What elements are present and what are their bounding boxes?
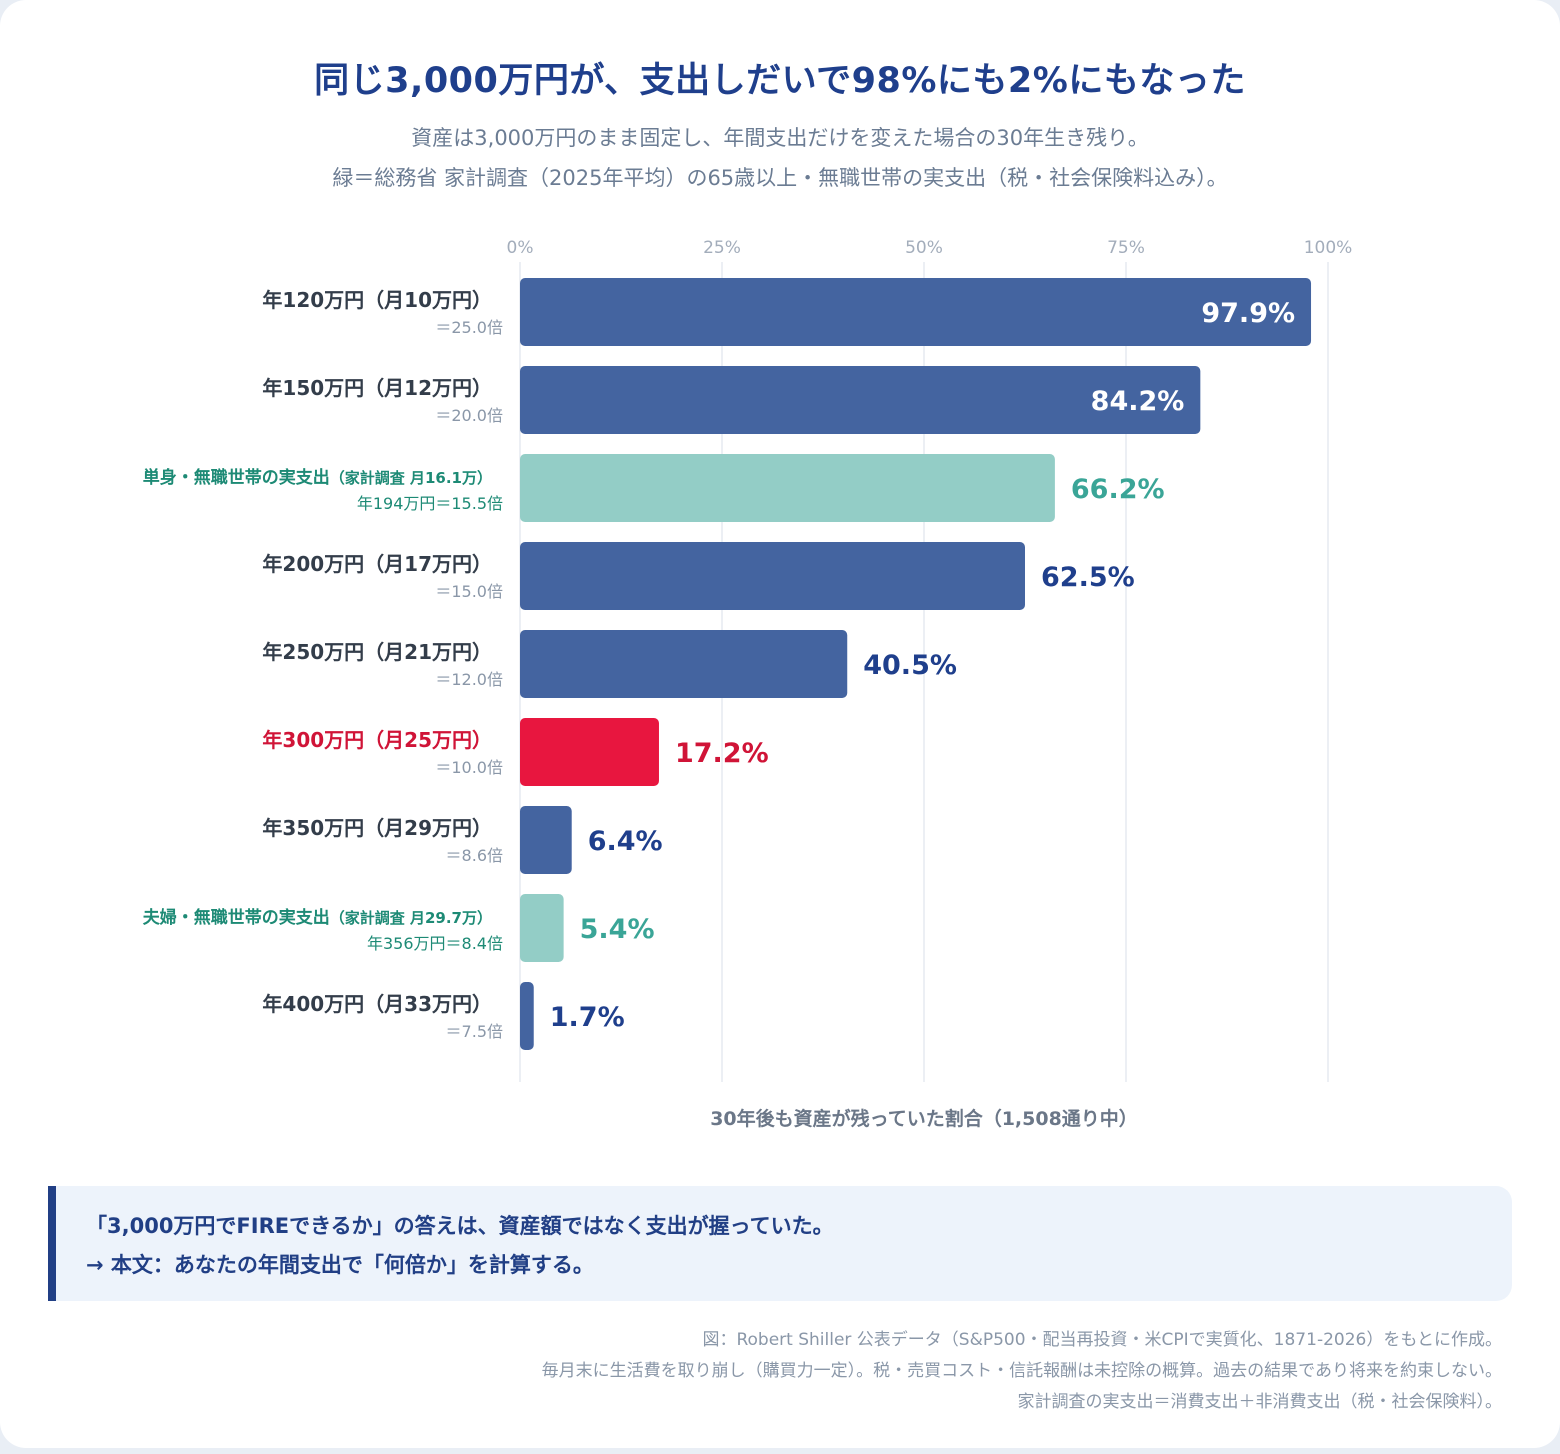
value-label: 17.2% <box>675 738 769 769</box>
category-sub-label: ＝20.0倍 <box>435 406 503 425</box>
bar <box>520 278 1312 346</box>
conclusion-callout: 「3,000万円でFIREできるか」の答えは、資産額ではなく支出が握っていた。 … <box>48 1186 1512 1301</box>
value-label: 84.2% <box>1091 386 1185 417</box>
bar <box>520 366 1201 434</box>
category-label: 年300万円（月25万円） <box>262 728 492 752</box>
category-label: 年350万円（月29万円） <box>262 816 492 840</box>
bar <box>520 718 659 786</box>
category-sub-label: 年356万円＝8.4倍 <box>367 934 503 953</box>
value-label: 1.7% <box>550 1002 625 1033</box>
bar <box>520 454 1055 522</box>
category-sub-label: ＝15.0倍 <box>435 582 503 601</box>
bar-chart: 0% 25% 50% 75% 100% 年120万円（月10万円） ＝25.0倍 97.9% 年… <box>143 238 1353 1130</box>
category-label: 年120万円（月10万円） <box>262 288 492 312</box>
callout-line1: 「3,000万円でFIREできるか」の答えは、資産額ではなく支出が握っていた。 <box>86 1214 834 1238</box>
chart-subtitle-line1: 資産は3,000万円のまま固定し、年間支出だけを変えた場合の30年生き残り。 <box>411 126 1149 150</box>
bar <box>520 806 572 874</box>
category-sub-label: ＝12.0倍 <box>435 670 503 689</box>
bar <box>520 894 564 962</box>
x-tick-label: 25% <box>703 238 741 258</box>
value-label: 40.5% <box>863 650 957 681</box>
category-sub-label: ＝7.5倍 <box>446 1022 503 1041</box>
bar <box>520 542 1025 610</box>
x-tick-label: 100% <box>1304 238 1353 258</box>
category-label: 年200万円（月17万円） <box>262 552 492 576</box>
category-label: 年150万円（月12万円） <box>262 376 492 400</box>
value-label: 66.2% <box>1071 474 1165 505</box>
value-label: 5.4% <box>580 914 655 945</box>
x-tick-label: 75% <box>1107 238 1145 258</box>
footnote-line2: 毎月末に生活費を取り崩し（購買力一定）。税・売買コスト・信託報酬は未控除の概算。… <box>541 1361 1502 1381</box>
footnote-line3: 家計調査の実支出＝消費支出＋非消費支出（税・社会保険料）。 <box>1017 1392 1503 1412</box>
x-tick-label: 0% <box>507 238 534 258</box>
x-tick-label: 50% <box>905 238 943 258</box>
footnote-line1: 図：Robert Shiller 公表データ（S&P500・配当再投資・米CPI… <box>702 1330 1502 1350</box>
x-axis-title: 30年後も資産が残っていた割合（1,508通り中） <box>710 1107 1138 1130</box>
category-label: 夫婦・無職世帯の実支出（家計調査 月29.7万） <box>143 907 492 928</box>
value-label: 62.5% <box>1041 562 1135 593</box>
bar <box>520 630 848 698</box>
bar <box>520 982 534 1050</box>
chart-title: 同じ3,000万円が、支出しだいで98%にも2%にもなった <box>314 61 1246 101</box>
category-label: 年400万円（月33万円） <box>262 992 492 1016</box>
category-label: 年250万円（月21万円） <box>262 640 492 664</box>
value-label: 6.4% <box>588 826 663 857</box>
category-label: 単身・無職世帯の実支出（家計調査 月16.1万） <box>143 467 492 488</box>
value-label: 97.9% <box>1201 298 1295 329</box>
callout-link-line[interactable]: → 本文：あなたの年間支出で「何倍か」を計算する。 <box>86 1253 594 1277</box>
category-sub-label: ＝10.0倍 <box>435 758 503 777</box>
category-sub-label: ＝8.6倍 <box>446 846 503 865</box>
chart-subtitle-line2: 緑＝総務省 家計調査（2025年平均）の65歳以上・無職世帯の実支出（税・社会保… <box>332 166 1228 190</box>
category-sub-label: 年194万円＝15.5倍 <box>357 494 503 513</box>
category-sub-label: ＝25.0倍 <box>435 318 503 337</box>
